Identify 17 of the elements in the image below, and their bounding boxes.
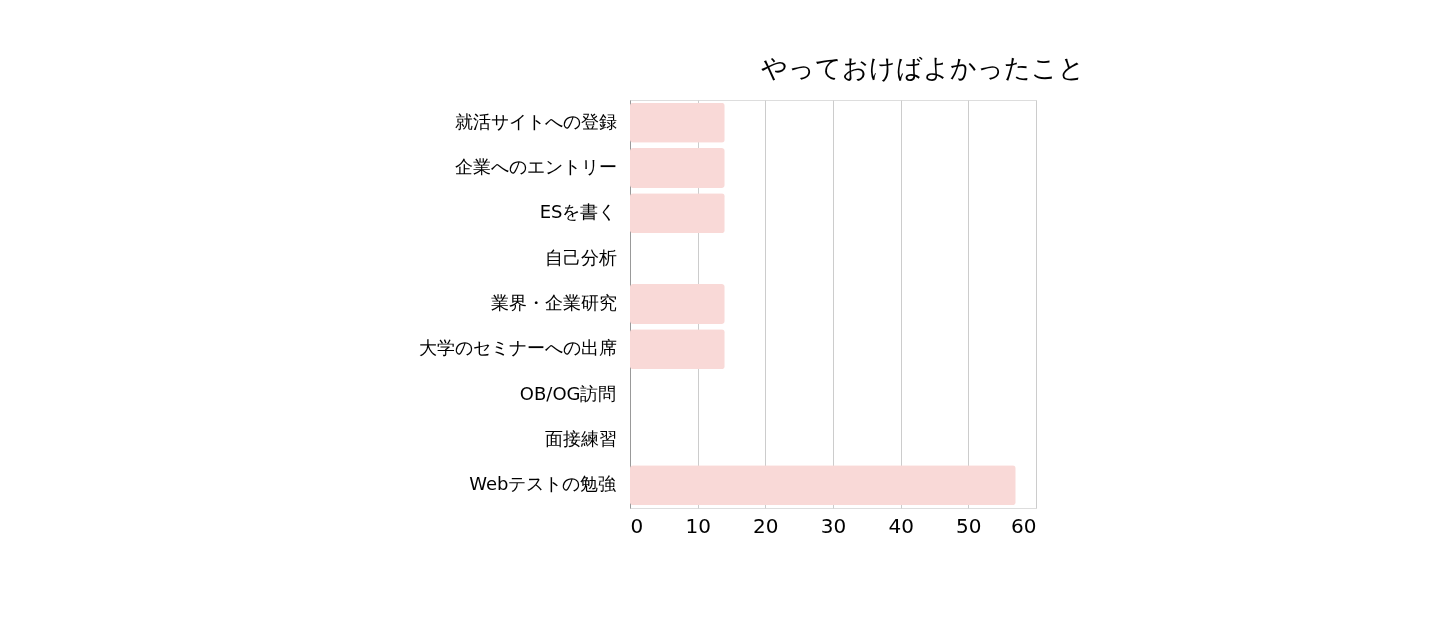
x-tick-label: 20: [753, 513, 779, 538]
x-tick-label: 60: [1011, 513, 1037, 538]
x-tick-label: 0: [630, 513, 644, 538]
y-tick-label: 就活サイトへの登録: [454, 110, 617, 132]
x-tick-label: 40: [888, 513, 914, 538]
x-tick-label: 50: [956, 513, 982, 538]
y-tick-label: ESを書く: [539, 201, 617, 223]
x-tick-label: 30: [820, 513, 847, 538]
x-tick-label: 10: [685, 513, 711, 538]
y-tick-label: Webテストの勉強: [469, 473, 617, 495]
y-tick-label: 大学のセミナーへの出席: [418, 337, 617, 359]
y-tick-label: 企業へのエントリー: [454, 156, 617, 177]
y-tick-label: 業界・企業研究: [490, 292, 617, 313]
y-tick-label: 自己分析: [544, 246, 617, 268]
chart-title: やっておけばよかったこと: [761, 53, 1085, 83]
y-tick-label: 面接練習: [544, 428, 617, 449]
y-tick-label: OB/OG訪問: [519, 382, 617, 404]
